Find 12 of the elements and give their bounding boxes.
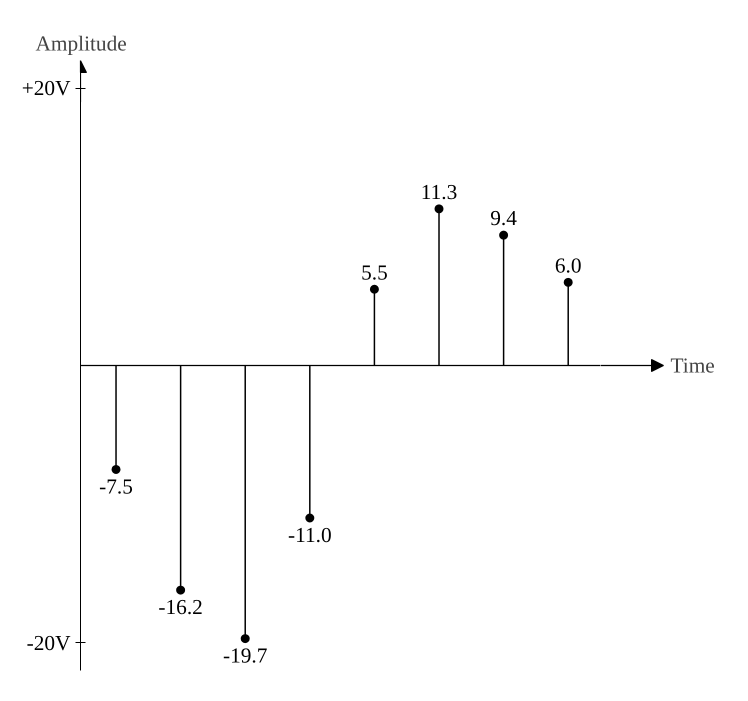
data-label: 5.5 — [361, 260, 388, 284]
y-tick-label: -20V — [26, 630, 72, 655]
data-label: 6.0 — [554, 253, 582, 278]
x-axis-title: Time — [670, 354, 715, 378]
data-label: -19.7 — [223, 644, 268, 668]
data-label: 9.4 — [490, 206, 518, 230]
y-tick-label: +20V — [22, 76, 72, 100]
data-label: -16.2 — [158, 595, 203, 620]
y-axis-title: Amplitude — [36, 32, 127, 56]
data-label: -7.5 — [99, 474, 133, 498]
data-label: 11.3 — [420, 180, 458, 204]
data-label: -11.0 — [288, 523, 332, 547]
